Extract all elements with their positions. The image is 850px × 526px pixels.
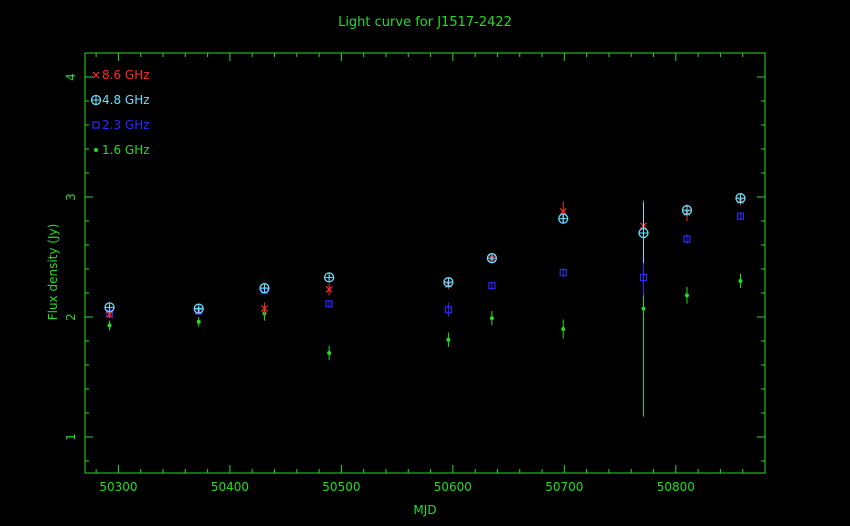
legend-label: 4.8 GHz (102, 93, 150, 107)
square-marker (639, 273, 648, 281)
data-point (327, 345, 332, 361)
x-tick-label: 50500 (322, 480, 360, 494)
data-points (104, 193, 746, 417)
dot-marker (327, 351, 332, 355)
data-point (638, 203, 649, 263)
data-point (683, 234, 691, 244)
x-tick-label: 50700 (545, 480, 583, 494)
y-tick-label: 1 (64, 433, 78, 441)
data-point (559, 267, 567, 278)
data-point (193, 303, 204, 314)
square-marker (559, 269, 567, 277)
dot-marker (94, 148, 98, 152)
legend-item: 1.6 GHz (94, 143, 150, 157)
data-point (104, 302, 115, 313)
square-marker (736, 212, 745, 220)
data-point (639, 259, 648, 296)
legend-item: 2.3 GHz (92, 118, 150, 132)
data-point (486, 253, 498, 264)
legend-label: 8.6 GHz (102, 68, 150, 82)
data-point (443, 277, 454, 288)
cross-marker-stroke (559, 207, 567, 215)
x-tick-label: 50600 (434, 480, 472, 494)
y-tick-label: 3 (64, 193, 78, 201)
data-point (259, 283, 270, 294)
legend: 8.6 GHz 4.8 GHz 2.3 GHz 1.6 GHz (90, 68, 150, 157)
dot-marker (641, 306, 646, 311)
data-point (489, 311, 494, 326)
y-axis-label: Flux density (Jy) (46, 224, 60, 321)
x-tick-label: 50300 (99, 480, 137, 494)
data-point (736, 212, 745, 220)
dot-marker (738, 279, 743, 283)
dot-marker (489, 316, 494, 321)
dot-marker (446, 337, 451, 342)
data-point (488, 282, 496, 290)
data-point (325, 300, 333, 308)
square-marker (683, 235, 691, 243)
square-marker (444, 306, 453, 314)
y-tick-label: 2 (64, 313, 78, 321)
data-point (684, 287, 689, 304)
legend-label: 1.6 GHz (102, 143, 150, 157)
cross-marker-stroke (92, 71, 100, 79)
cross-marker-stroke (325, 285, 333, 293)
data-point (446, 332, 451, 347)
data-point (107, 320, 112, 331)
data-point (735, 193, 746, 204)
data-point (558, 213, 569, 224)
x-axis-label: MJD (413, 503, 436, 517)
dot-marker (684, 293, 689, 298)
dot-marker (561, 327, 566, 331)
dot-marker (107, 323, 112, 328)
data-point (738, 273, 743, 289)
series-4-8-ghz (104, 193, 746, 314)
y-tick-label: 4 (64, 73, 78, 81)
square-marker (488, 282, 496, 290)
cross-marker-stroke (106, 311, 113, 319)
data-point (196, 317, 201, 327)
data-point (561, 319, 566, 339)
axes-ticks: 50300 50400 50500 50600 50700 50800 1 2 3 4 (64, 52, 766, 494)
data-point (325, 283, 333, 296)
legend-item: 8.6 GHz (92, 68, 150, 82)
x-tick-label: 50400 (211, 480, 249, 494)
data-point (681, 205, 693, 216)
chart-title: Light curve for J1517-2422 (338, 15, 512, 30)
data-point (444, 302, 453, 317)
data-point (323, 272, 335, 283)
x-tick-label: 50800 (657, 480, 695, 494)
square-marker (92, 121, 100, 129)
legend-label: 2.3 GHz (102, 118, 150, 132)
legend-item: 4.8 GHz (90, 93, 150, 107)
data-point (261, 302, 268, 315)
plot-frame (84, 52, 766, 474)
square-marker (325, 300, 333, 308)
cross-marker-stroke (261, 305, 268, 313)
dot-marker (196, 319, 201, 324)
